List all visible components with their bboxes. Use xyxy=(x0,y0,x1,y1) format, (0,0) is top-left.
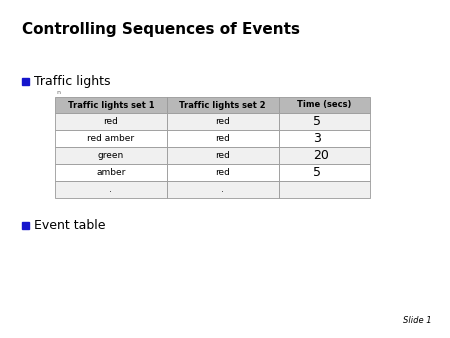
Bar xyxy=(55,147,167,164)
Text: red: red xyxy=(215,151,230,160)
Bar xyxy=(22,222,29,229)
Bar xyxy=(167,147,279,164)
Text: Traffic lights set 2: Traffic lights set 2 xyxy=(180,100,266,110)
Bar xyxy=(279,97,370,113)
Text: .: . xyxy=(221,185,224,194)
Text: 5: 5 xyxy=(313,166,321,179)
Bar xyxy=(167,164,279,181)
Text: 5: 5 xyxy=(313,115,321,128)
Bar xyxy=(279,130,370,147)
Text: .: . xyxy=(109,185,112,194)
Bar xyxy=(279,147,370,164)
Text: Traffic lights set 1: Traffic lights set 1 xyxy=(68,100,154,110)
Text: green: green xyxy=(98,151,124,160)
Bar xyxy=(55,181,167,198)
Bar xyxy=(167,113,279,130)
Text: Slide 1: Slide 1 xyxy=(403,316,432,325)
Bar xyxy=(279,113,370,130)
Bar xyxy=(167,130,279,147)
Bar xyxy=(279,181,370,198)
Text: Event table: Event table xyxy=(34,219,105,232)
Bar xyxy=(55,130,167,147)
Bar xyxy=(167,181,279,198)
Bar xyxy=(55,97,167,113)
Text: red: red xyxy=(215,168,230,177)
Text: Traffic lights: Traffic lights xyxy=(34,75,111,88)
Text: red amber: red amber xyxy=(87,134,135,143)
Text: 3: 3 xyxy=(313,132,321,145)
Text: n: n xyxy=(56,90,60,95)
Text: red: red xyxy=(215,117,230,126)
Text: Time (secs): Time (secs) xyxy=(297,100,351,110)
Text: red: red xyxy=(104,117,118,126)
Bar xyxy=(22,78,29,85)
Bar xyxy=(167,97,279,113)
Text: 20: 20 xyxy=(313,149,329,162)
Text: Controlling Sequences of Events: Controlling Sequences of Events xyxy=(22,22,300,37)
Text: amber: amber xyxy=(96,168,126,177)
Bar xyxy=(55,164,167,181)
Text: red: red xyxy=(215,134,230,143)
Bar xyxy=(55,113,167,130)
Bar xyxy=(279,164,370,181)
